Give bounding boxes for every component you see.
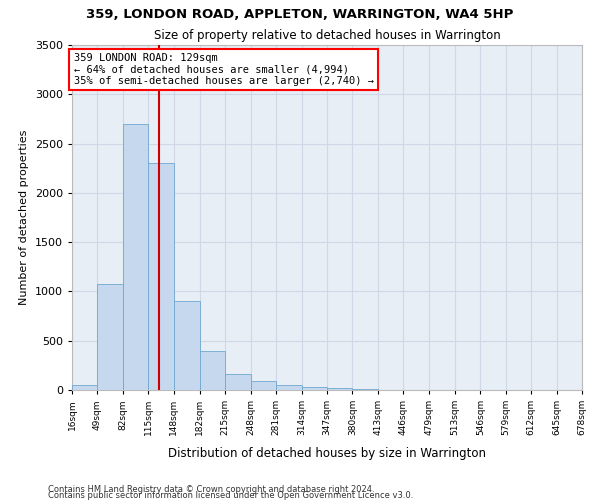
Bar xyxy=(352,389,378,390)
Bar xyxy=(148,164,173,390)
Bar xyxy=(173,302,200,390)
Bar xyxy=(200,350,226,390)
Bar xyxy=(72,384,97,390)
Bar xyxy=(251,381,276,390)
Title: Size of property relative to detached houses in Warrington: Size of property relative to detached ho… xyxy=(154,30,500,43)
Bar xyxy=(276,384,302,390)
Text: Contains public sector information licensed under the Open Government Licence v3: Contains public sector information licen… xyxy=(48,491,413,500)
Text: Contains HM Land Registry data © Crown copyright and database right 2024.: Contains HM Land Registry data © Crown c… xyxy=(48,484,374,494)
Bar xyxy=(123,124,148,390)
Text: 359 LONDON ROAD: 129sqm
← 64% of detached houses are smaller (4,994)
35% of semi: 359 LONDON ROAD: 129sqm ← 64% of detache… xyxy=(74,53,374,86)
Bar xyxy=(226,374,251,390)
X-axis label: Distribution of detached houses by size in Warrington: Distribution of detached houses by size … xyxy=(168,446,486,460)
Bar xyxy=(97,284,123,390)
Y-axis label: Number of detached properties: Number of detached properties xyxy=(19,130,29,305)
Bar xyxy=(327,388,352,390)
Text: 359, LONDON ROAD, APPLETON, WARRINGTON, WA4 5HP: 359, LONDON ROAD, APPLETON, WARRINGTON, … xyxy=(86,8,514,20)
Bar xyxy=(302,387,327,390)
